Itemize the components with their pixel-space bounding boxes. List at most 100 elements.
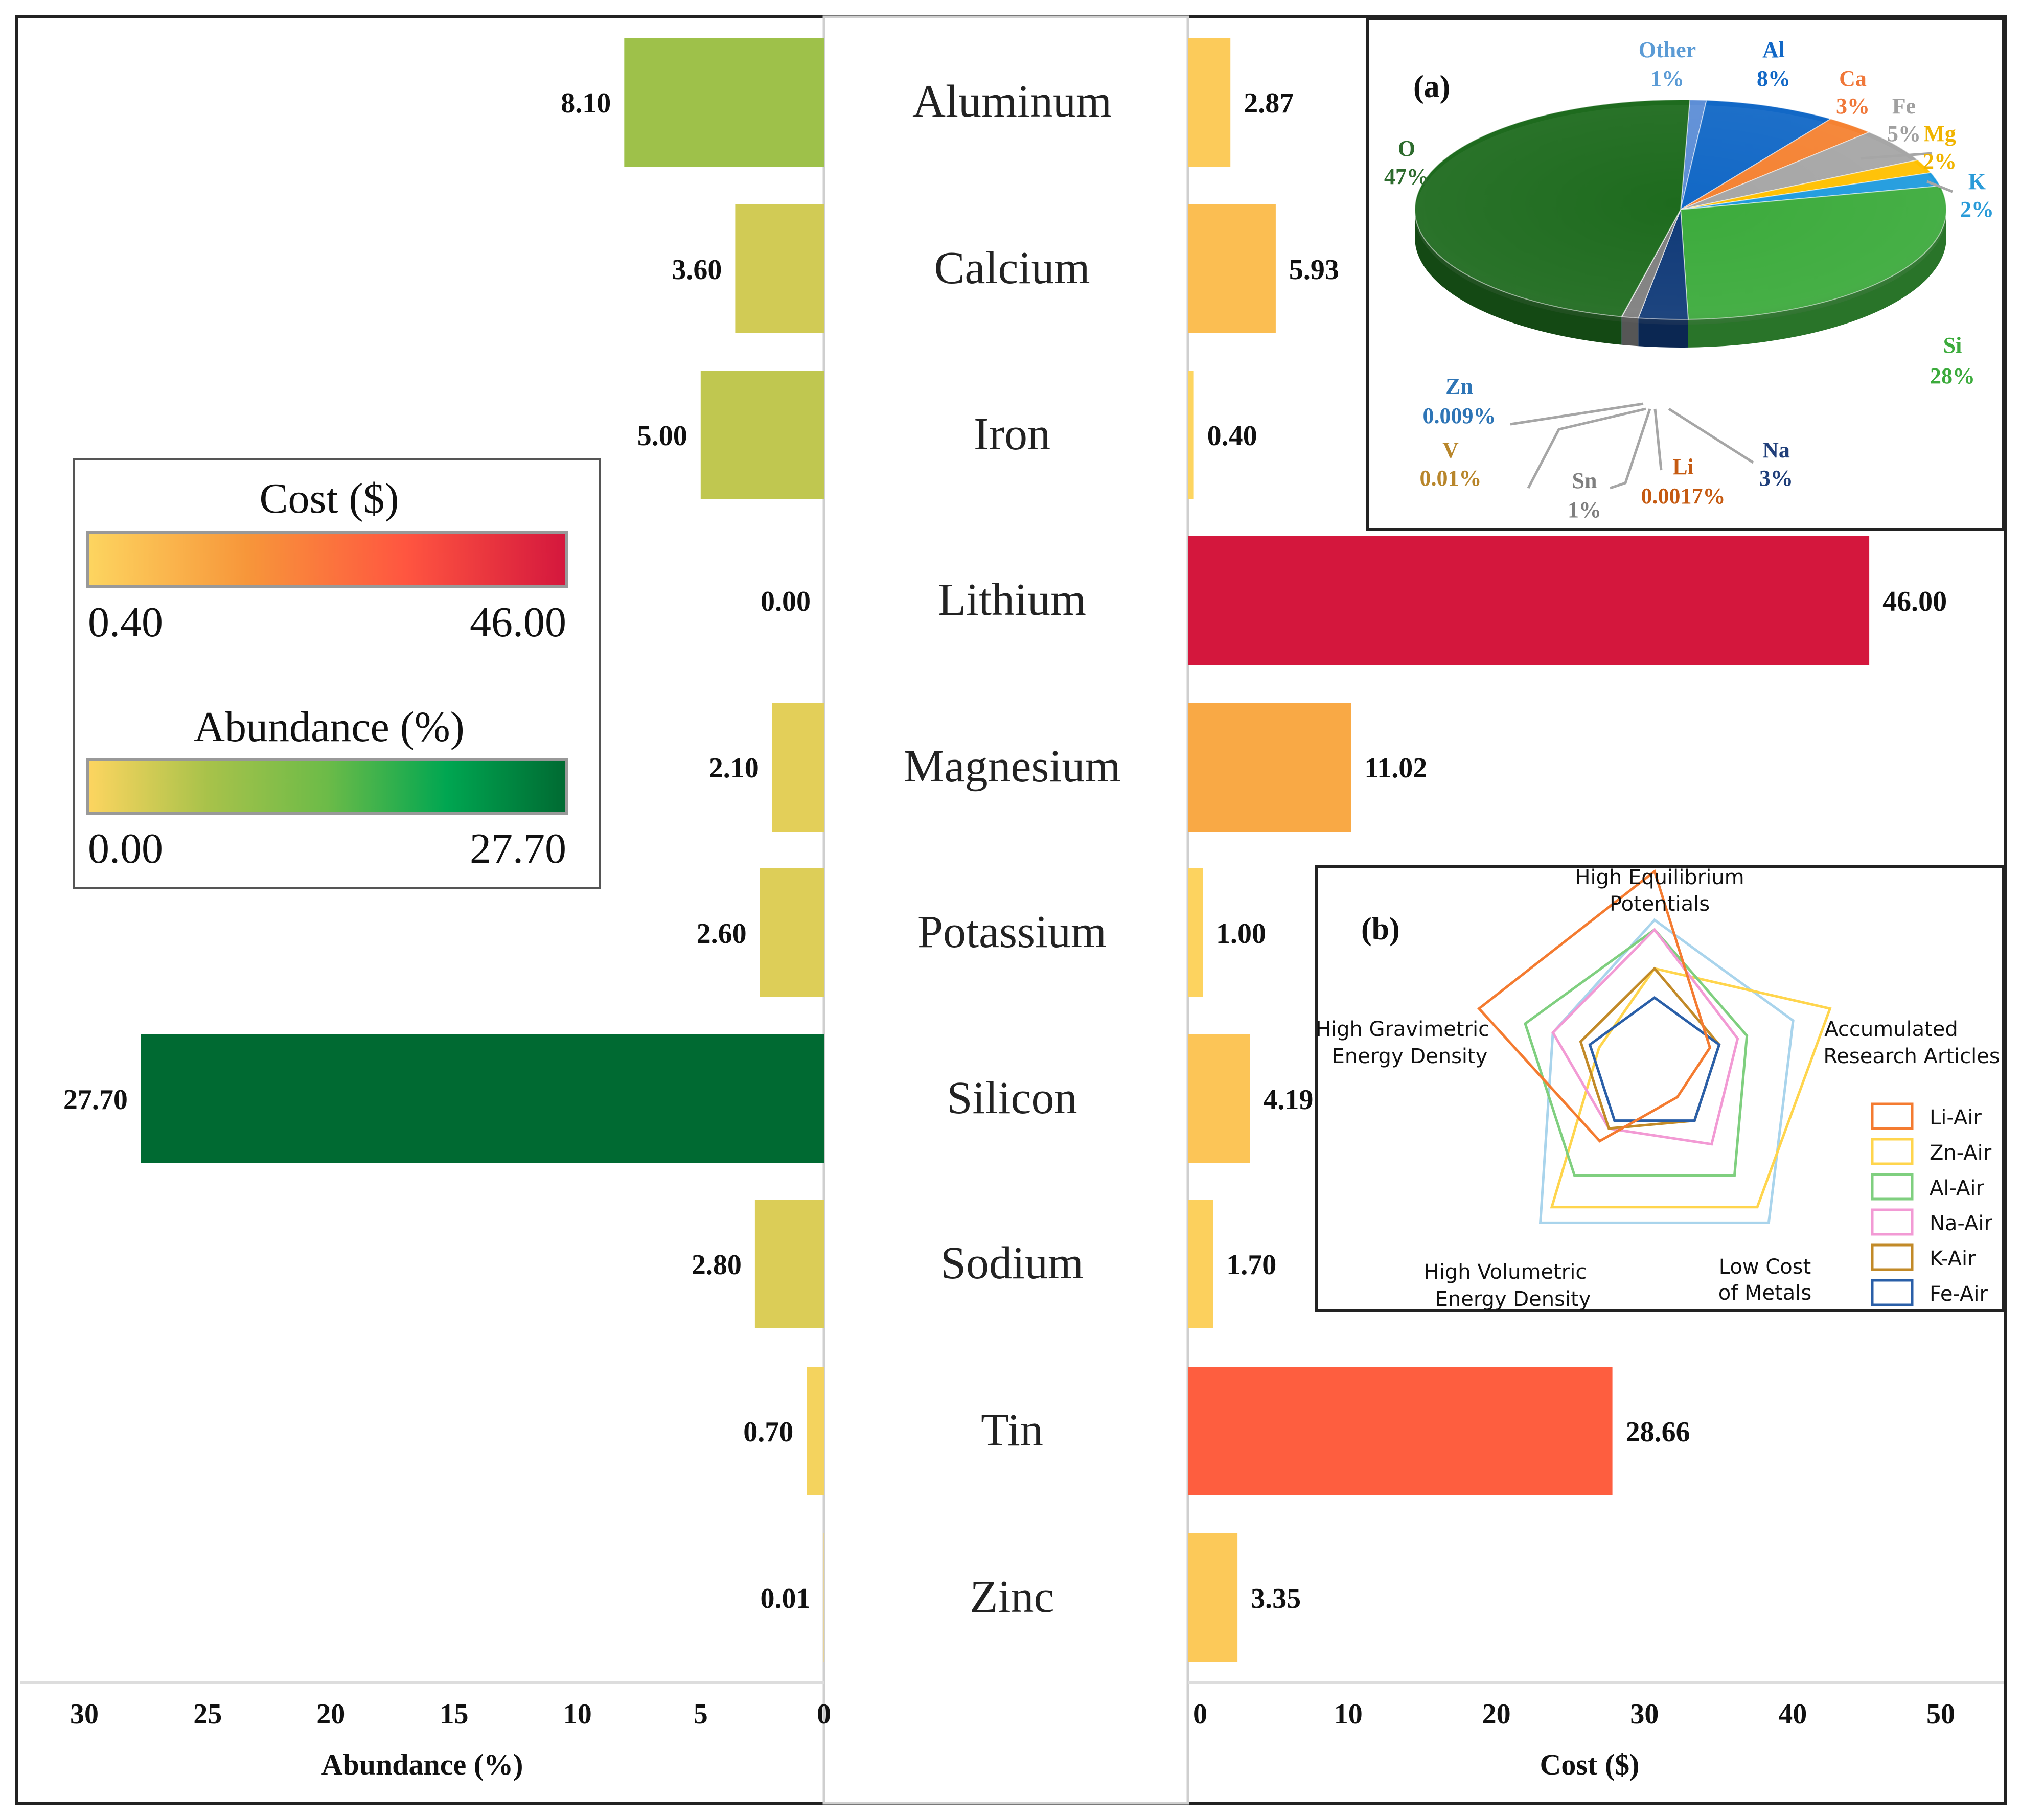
pie-panel-label: (a) [1413,70,1450,104]
abundance-value-label: 27.70 [63,1084,128,1116]
cost-value-label: 3.35 [1251,1583,1301,1615]
color-legend: Cost ($) 0.40 46.00 Abundance (%) 0.00 2… [73,458,601,889]
radar-legend-label-al-air: Al-Air [1930,1177,1985,1200]
cost-value-label: 5.93 [1289,254,1339,286]
pie-leader-line [1653,408,1663,471]
category-label-iron: Iron [974,409,1050,459]
abundance-value-label: 2.60 [697,918,747,950]
cost-tick-label: 50 [1926,1698,1955,1730]
cost-value-label: 1.70 [1226,1249,1276,1281]
pie-side-na [1638,318,1688,348]
legend-abundance-gradient [86,758,568,815]
abundance-bars [141,38,824,1662]
pie-leader-line [1510,402,1644,426]
radar-series-zn-air [1550,967,1832,1209]
category-label-calcium: Calcium [934,243,1090,293]
pie-label-li: Li [1672,454,1694,479]
abundance-value-label: 0.00 [761,586,811,617]
pie-label-zn: Zn [1445,374,1473,399]
pie-leader-line [1668,407,1754,464]
radar-legend-swatch-k-air [1871,1243,1914,1271]
pie-pct-other: 1% [1650,66,1684,91]
category-label-lithium: Lithium [938,574,1086,625]
category-label-magnesium: Magnesium [904,741,1121,792]
pie-label-sn: Sn [1572,468,1597,493]
legend-cost-gradient [86,531,568,588]
legend-cost-max: 46.00 [470,598,566,646]
pie-label-ca: Ca [1839,66,1867,91]
pie-label-na: Na [1762,437,1790,463]
abundance-tick-label: 20 [316,1698,345,1730]
abundance-bar-aluminum [624,38,824,167]
legend-border [73,458,601,889]
pie-label-al: Al [1762,37,1785,62]
legend-abundance-min: 0.00 [88,825,163,872]
category-labels: Aluminum Calcium Iron Lithium Magnesium Potas… [904,76,1121,1622]
radar-series-k-air [1579,966,1721,1130]
abundance-axis-title: Abundance (%) [321,1748,523,1781]
radar-legend-label-zn-air: Zn-Air [1930,1141,1992,1165]
abundance-bar-potassium [760,868,824,997]
category-label-aluminum: Aluminum [912,76,1112,127]
cost-tick-label: 10 [1334,1698,1363,1730]
pie-leader-line [1610,408,1651,490]
abundance-bar-sodium [754,1200,824,1328]
cost-bar-potassium [1188,868,1203,997]
cost-bar-tin [1188,1367,1613,1495]
cost-value-labels: 2.87 5.93 0.40 46.00 11.02 1.00 4.19 1.70 28.66 3… [1207,87,1947,1615]
pie-pct-o: 47% [1384,164,1429,189]
pie-highlight [1415,105,1946,325]
abundance-bar-iron [700,371,824,499]
radar-axis-label: Accumulated [1824,1018,1958,1041]
pie-pct-k: 2% [1960,197,1994,222]
pie-side-sn [1622,316,1639,347]
radar-legend-swatch-na-air [1871,1208,1914,1236]
abundance-tick-label: 0 [817,1698,831,1730]
radar-series-al-air [1524,928,1749,1177]
radar-axis-label: Energy Density [1332,1045,1488,1068]
category-label-zinc: Zinc [970,1572,1054,1622]
cost-value-label: 2.87 [1244,87,1294,119]
radar-axis-label: of Metals [1718,1281,1812,1305]
cost-value-label: 0.40 [1207,420,1257,452]
radar-legend-swatch-fe-air [1871,1279,1914,1306]
pie-inset: (a) Other 1% Al 8% Ca 3% Fe5% Mg 2% K 2% Si 28% Na 3% L… [1366,17,2005,531]
pie-leader-lines [1510,152,1953,490]
radar-panel-label: (b) [1361,912,1400,947]
pie-label-si: Si [1943,333,1962,358]
pie-pct-mg: 2% [1923,149,1957,174]
radar-legend-label-k-air: K-Air [1930,1247,1976,1271]
category-label-potassium: Potassium [917,907,1107,957]
cost-bar-silicon [1188,1034,1250,1163]
category-label-sodium: Sodium [940,1238,1084,1288]
pie-leader-line [1860,152,1933,160]
radar-inset-border [1315,865,2005,1312]
radar-legend-swatch-al-air [1871,1173,1914,1201]
category-label-tin: Tin [981,1405,1043,1456]
pie-label-k: K [1968,169,1986,194]
radar-legend: Li-Air Zn-Air Al-Air Na-Air K-Air Fe-Air [1871,1102,1992,1306]
pie-pct-li: 0.0017% [1641,483,1726,509]
cost-value-label: 1.00 [1216,918,1266,950]
radar-axis-label: High Equilibrium [1575,866,1744,889]
cost-bar-lithium [1188,536,1870,665]
radar-axis-label: Low Cost [1719,1255,1811,1279]
abundance-value-label: 5.00 [637,420,687,452]
cost-value-label: 4.19 [1263,1084,1313,1116]
abundance-ticks: 30 25 20 15 10 5 0 [70,1698,831,1730]
abundance-tick-label: 30 [70,1698,99,1730]
cost-tick-label: 30 [1630,1698,1659,1730]
abundance-value-label: 3.60 [672,254,722,286]
cost-tick-label: 0 [1193,1698,1207,1730]
abundance-tick-label: 25 [193,1698,222,1730]
pie-pct-si: 28% [1930,363,1975,388]
pie-pct-ca: 3% [1836,94,1870,119]
radar-legend-swatch-li-air [1871,1102,1914,1130]
radar-series-fe-air [1588,996,1721,1122]
abundance-tick-label: 10 [563,1698,592,1730]
pie-label-fe: Fe [1892,94,1916,119]
cost-bar-aluminum [1188,38,1231,167]
radar-inset: (b) High Equilibrium Potentials Accumulate… [1315,865,2005,1312]
radar-axis-label: High Volumetric [1424,1260,1587,1284]
